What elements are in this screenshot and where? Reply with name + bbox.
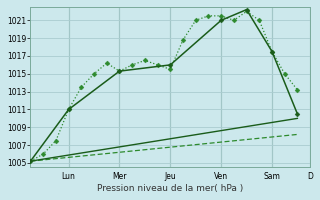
X-axis label: Pression niveau de la mer( hPa ): Pression niveau de la mer( hPa ) xyxy=(97,184,244,193)
